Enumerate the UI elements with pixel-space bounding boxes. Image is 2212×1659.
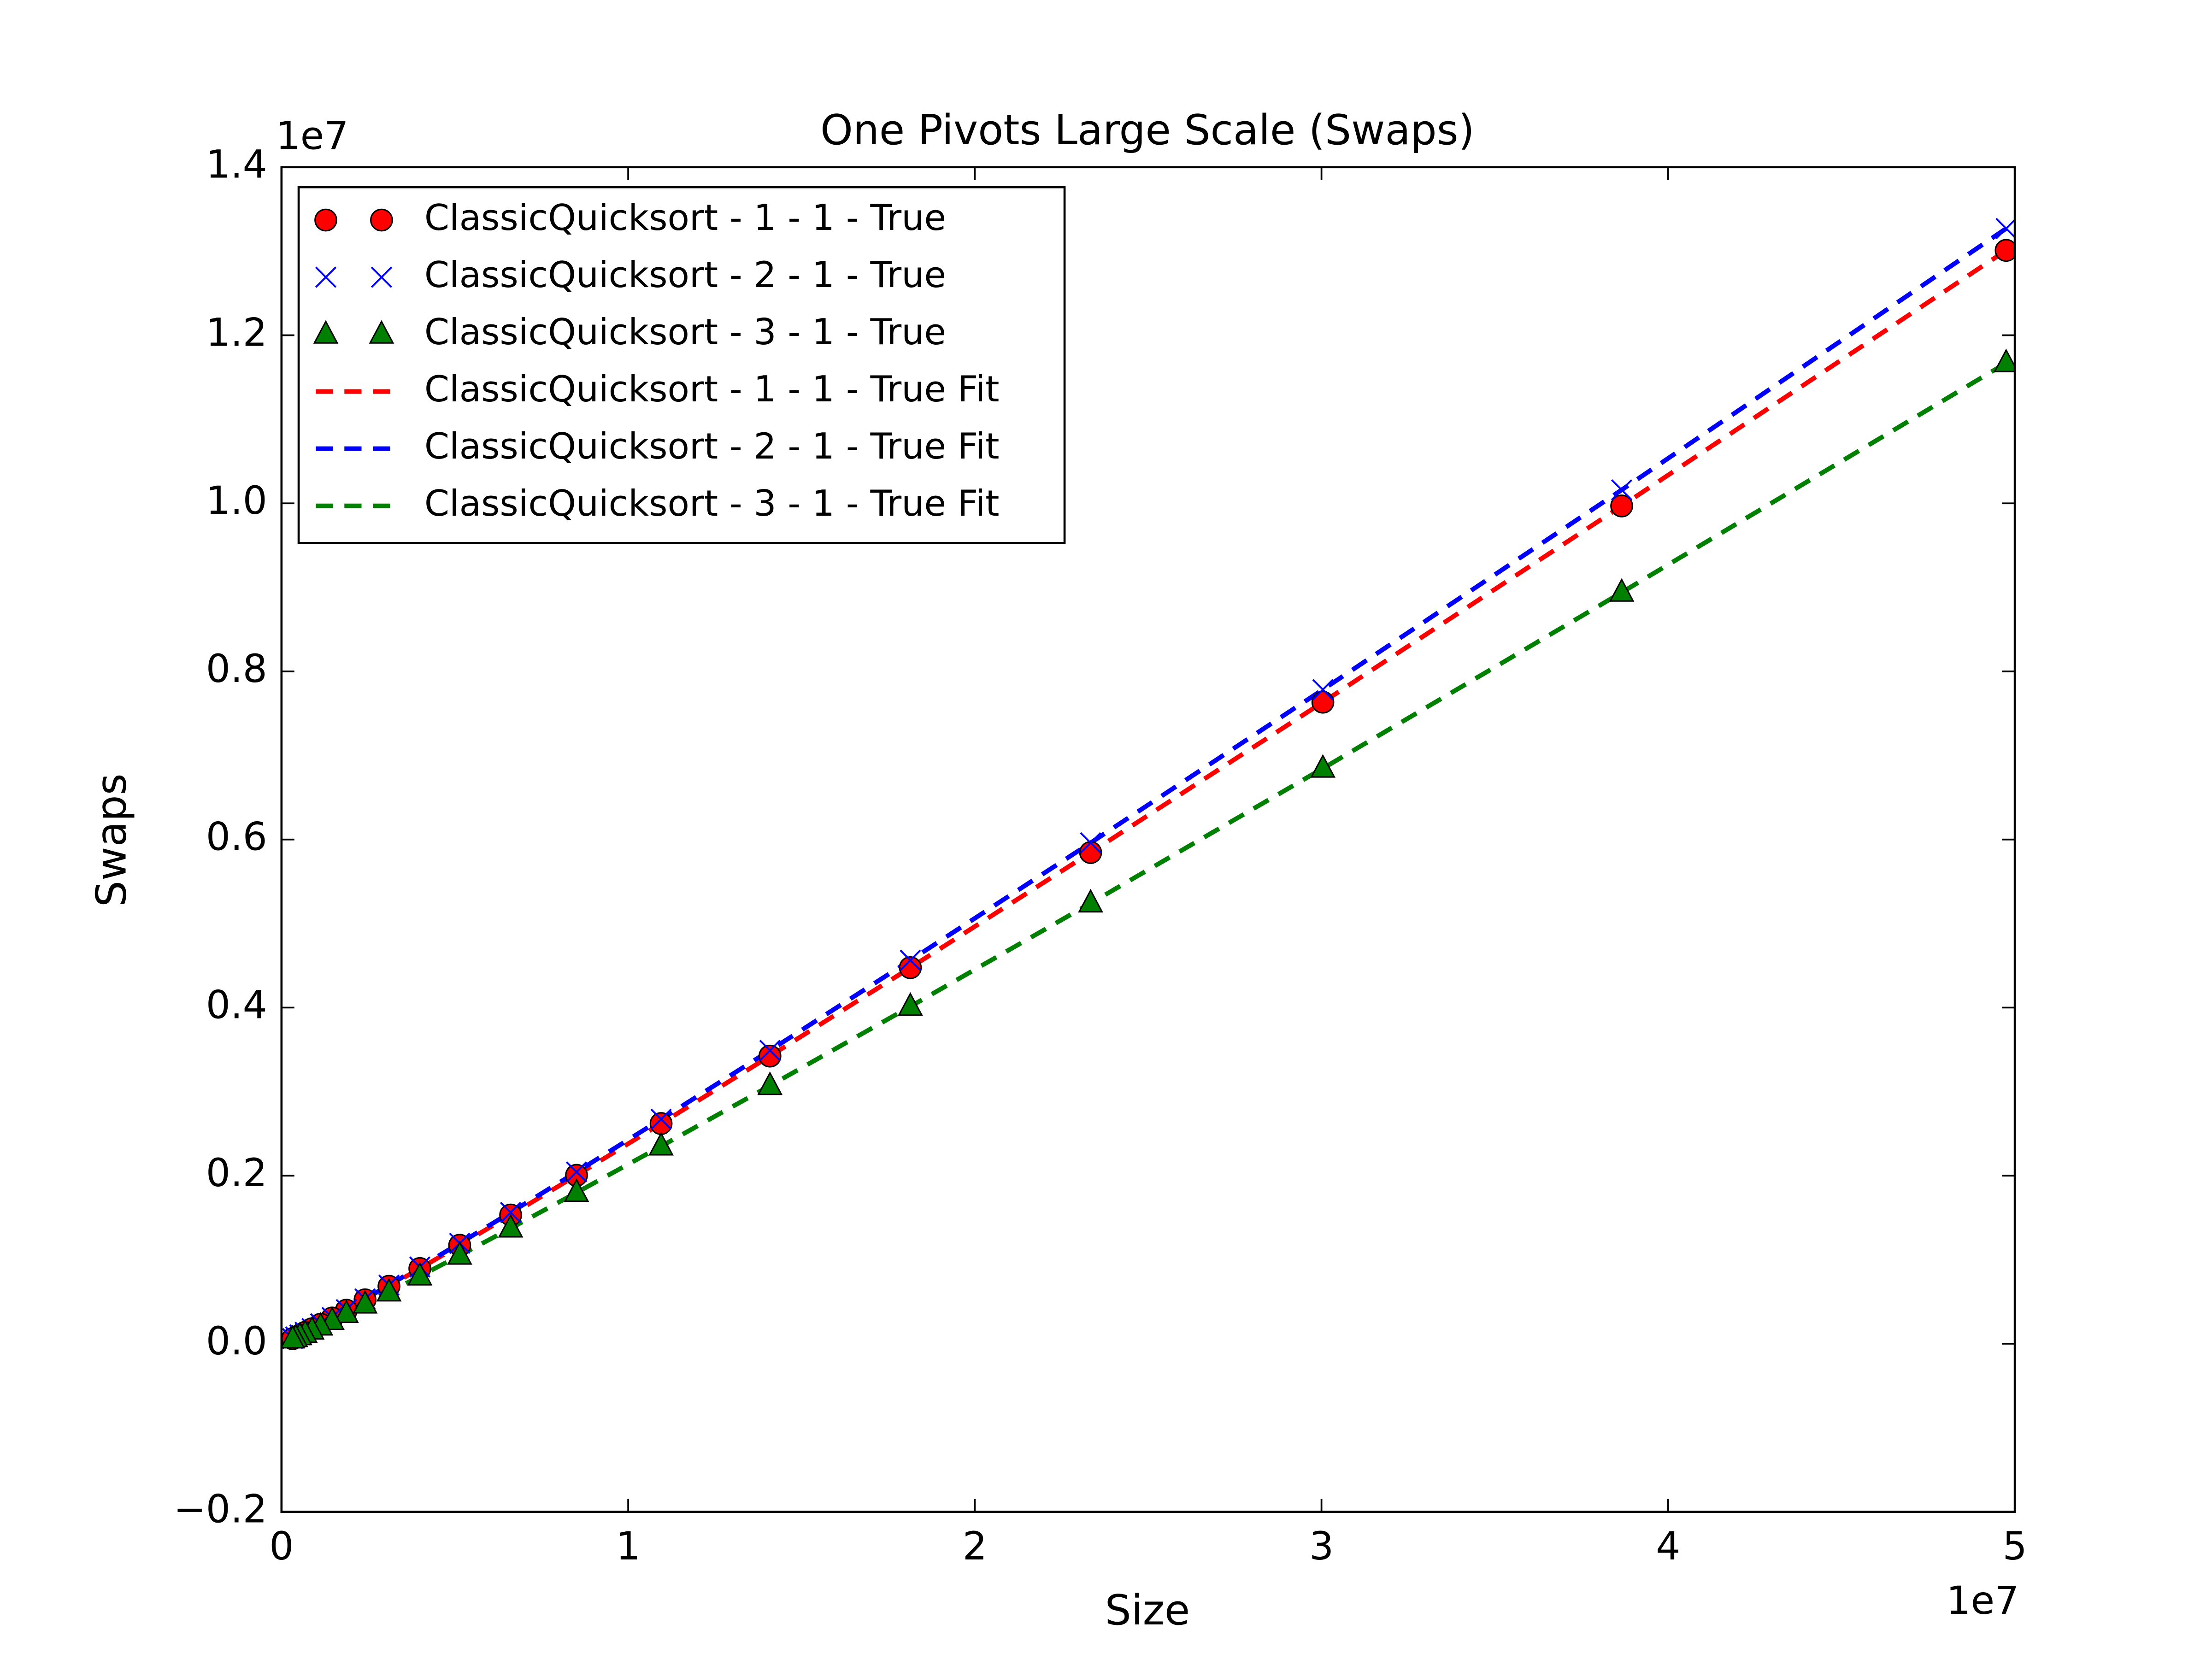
- marker-circle: [1610, 494, 1633, 518]
- marker-triangle: [447, 1241, 472, 1265]
- y-tick-label: −0.2: [174, 1487, 267, 1532]
- y-tick-label: 0.8: [206, 646, 267, 691]
- marker-x: [1080, 832, 1101, 854]
- marker-triangle: [1310, 754, 1335, 778]
- x-tick-label: 5: [2002, 1524, 2027, 1569]
- marker-triangle: [407, 1262, 433, 1286]
- marker-circle: [649, 1112, 673, 1135]
- legend-marker: [369, 320, 394, 344]
- marker-triangle: [498, 1214, 524, 1238]
- marker-triangle: [352, 1290, 378, 1314]
- marker-triangle: [1993, 348, 2015, 372]
- marker-x: [500, 1201, 522, 1224]
- x-tick-label: 1: [616, 1524, 640, 1569]
- x-tick-label: 4: [1656, 1524, 1680, 1569]
- legend-label: ClassicQuicksort - 3 - 1 - True Fit: [424, 483, 1000, 524]
- marker-triangle: [376, 1277, 402, 1302]
- legend-marker: [371, 266, 393, 288]
- x-offset-label: 1e7: [1946, 1578, 2019, 1623]
- marker-x: [1995, 218, 2015, 240]
- legend-label: ClassicQuicksort - 3 - 1 - True: [424, 312, 946, 353]
- y-tick-label: 0.2: [206, 1150, 267, 1195]
- marker-x: [565, 1161, 588, 1183]
- marker-x: [759, 1040, 781, 1061]
- marker-circle: [1994, 239, 2015, 262]
- y-axis-label: Swaps: [88, 773, 135, 907]
- marker-triangle: [1078, 888, 1103, 913]
- marker-circle: [899, 956, 922, 979]
- legend-label: ClassicQuicksort - 1 - 1 - True Fit: [424, 369, 1000, 410]
- y-offset-label: 1e7: [276, 113, 348, 159]
- plot-area: [281, 218, 2015, 1350]
- marker-circle: [1079, 841, 1102, 864]
- marker-triangle: [898, 992, 923, 1016]
- plot-frame: [280, 166, 2016, 1513]
- legend-label: ClassicQuicksort - 1 - 1 - True: [424, 197, 946, 239]
- legend-box: [297, 186, 1066, 544]
- y-tick-label: 1.4: [206, 142, 267, 187]
- marker-circle: [758, 1044, 782, 1068]
- y-tick-label: 0.4: [206, 982, 267, 1027]
- chart-title: One Pivots Large Scale (Swaps): [820, 106, 1475, 154]
- legend-marker: [314, 208, 337, 232]
- marker-x: [650, 1108, 672, 1130]
- legend-label: ClassicQuicksort - 2 - 1 - True Fit: [424, 426, 1000, 467]
- legend-marker: [370, 208, 393, 232]
- marker-triangle: [648, 1132, 674, 1156]
- marker-triangle: [1609, 578, 1635, 602]
- marker-triangle: [334, 1299, 359, 1323]
- x-tick-label: 0: [269, 1524, 294, 1569]
- marker-x: [900, 949, 921, 971]
- y-tick-label: 0.6: [206, 814, 267, 859]
- x-axis-label: Size: [1105, 1587, 1190, 1635]
- marker-x: [1312, 679, 1334, 700]
- marker-triangle: [757, 1071, 783, 1095]
- marker-circle: [1311, 690, 1335, 714]
- marker-x: [1611, 479, 1633, 501]
- legend-marker: [313, 320, 339, 344]
- marker-triangle: [564, 1178, 589, 1202]
- y-tick-label: 1.2: [206, 310, 267, 355]
- legend-marker: [315, 266, 337, 288]
- x-tick-label: 2: [963, 1524, 987, 1569]
- y-tick-label: 0.0: [206, 1318, 267, 1364]
- x-tick-label: 3: [1309, 1524, 1334, 1569]
- marker-triangle: [281, 1324, 306, 1349]
- legend-label: ClassicQuicksort - 2 - 1 - True: [424, 254, 946, 296]
- y-tick-label: 1.0: [206, 478, 267, 523]
